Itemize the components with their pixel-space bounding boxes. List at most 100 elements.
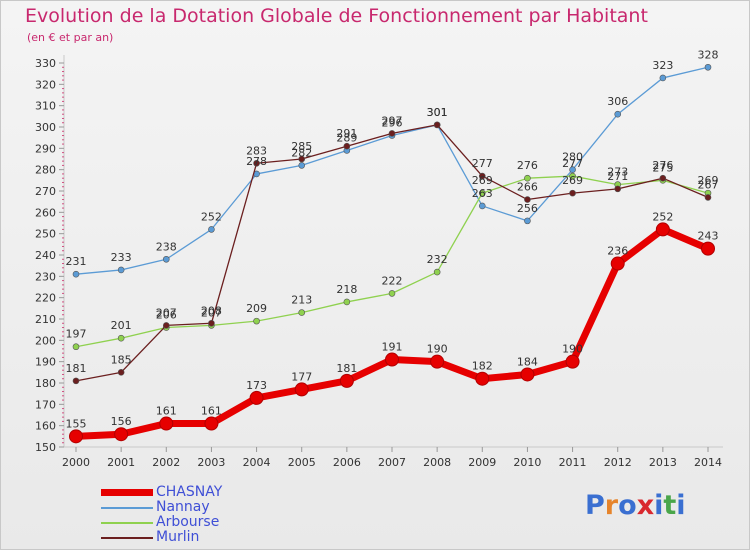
y-tick-label: 180 xyxy=(35,377,56,390)
data-label: 177 xyxy=(291,370,312,383)
data-point xyxy=(72,270,80,278)
data-label: 238 xyxy=(156,240,177,253)
data-point xyxy=(610,256,625,271)
x-tick-label: 2002 xyxy=(152,456,180,469)
data-point xyxy=(388,290,396,297)
x-tick-label: 2006 xyxy=(333,456,361,469)
y-tick-label: 320 xyxy=(35,78,56,91)
y-tick-label: 200 xyxy=(35,334,56,347)
y-tick-label: 240 xyxy=(35,249,56,262)
data-label: 269 xyxy=(472,174,493,187)
data-point xyxy=(208,319,215,327)
data-point xyxy=(475,371,490,386)
data-point xyxy=(343,142,351,150)
data-label: 277 xyxy=(472,157,493,170)
data-label: 206 xyxy=(156,309,177,322)
logo-letter: o xyxy=(618,490,637,521)
data-point xyxy=(520,367,535,382)
data-label: 277 xyxy=(562,157,583,170)
data-label: 280 xyxy=(562,151,583,164)
data-label: 161 xyxy=(156,405,177,418)
x-tick-label: 2007 xyxy=(378,456,406,469)
data-label: 190 xyxy=(427,343,448,356)
data-point xyxy=(385,352,399,367)
data-label: 181 xyxy=(66,362,87,375)
data-point xyxy=(204,416,219,431)
data-label: 276 xyxy=(652,159,673,172)
legend-swatch xyxy=(101,522,153,524)
data-point xyxy=(72,377,80,385)
data-point xyxy=(704,63,712,71)
proxiti-logo: Proxiti xyxy=(585,490,686,521)
x-tick-label: 2009 xyxy=(468,456,496,469)
logo-letter: i xyxy=(654,490,664,521)
data-point xyxy=(253,317,260,325)
data-point xyxy=(524,174,531,182)
legend-label: CHASNAY xyxy=(156,484,223,500)
y-tick-label: 220 xyxy=(35,292,56,305)
x-tick-label: 2005 xyxy=(288,456,316,469)
data-label: 191 xyxy=(382,341,403,354)
data-point xyxy=(298,162,306,169)
data-label: 252 xyxy=(201,210,222,223)
y-tick-label: 250 xyxy=(35,228,56,241)
data-point xyxy=(704,194,712,201)
legend-label: Arbourse xyxy=(156,514,220,530)
x-tick-label: 2008 xyxy=(423,456,451,469)
data-label: 222 xyxy=(382,274,403,287)
data-label: 297 xyxy=(382,114,403,127)
legend-swatch xyxy=(101,537,153,539)
data-label: 269 xyxy=(562,174,583,187)
chart-subtitle: (en € et par an) xyxy=(27,31,114,44)
y-tick-label: 260 xyxy=(35,206,56,219)
data-label: 285 xyxy=(291,140,312,153)
data-point xyxy=(655,222,670,237)
data-label: 256 xyxy=(517,202,538,215)
x-tick-label: 2011 xyxy=(559,456,587,469)
data-point xyxy=(524,217,531,225)
data-label: 278 xyxy=(246,155,267,168)
y-tick-label: 210 xyxy=(35,313,56,326)
data-point xyxy=(614,185,622,193)
data-label: 181 xyxy=(336,362,357,375)
data-label: 275 xyxy=(652,161,673,174)
data-point xyxy=(569,172,576,180)
data-point xyxy=(294,382,309,397)
data-point xyxy=(162,322,170,329)
data-point xyxy=(343,298,351,306)
data-label: 190 xyxy=(562,343,583,356)
data-label: 276 xyxy=(517,159,538,172)
x-tick-label: 2012 xyxy=(604,456,632,469)
data-label: 328 xyxy=(698,48,719,61)
x-tick-label: 2004 xyxy=(243,456,271,469)
y-tick-label: 170 xyxy=(35,398,56,411)
data-label: 323 xyxy=(652,59,673,72)
data-point xyxy=(249,390,264,405)
data-label: 197 xyxy=(66,328,87,341)
logo-letter: x xyxy=(636,490,655,521)
data-label: 207 xyxy=(201,306,222,319)
data-label: 182 xyxy=(472,360,493,373)
data-label: 273 xyxy=(607,166,628,179)
data-label: 155 xyxy=(66,417,87,430)
data-point xyxy=(524,196,531,203)
data-label: 236 xyxy=(607,245,628,258)
data-point xyxy=(117,369,125,376)
logo-letter: i xyxy=(676,490,686,521)
data-label: 156 xyxy=(111,415,132,428)
y-tick-label: 150 xyxy=(35,441,56,454)
legend-swatch xyxy=(101,489,153,496)
data-point xyxy=(478,202,486,210)
data-point xyxy=(162,255,170,263)
data-label: 301 xyxy=(427,106,448,119)
data-point xyxy=(433,268,441,276)
data-point xyxy=(298,155,306,163)
data-point xyxy=(478,172,486,180)
legend-swatch xyxy=(101,507,153,509)
data-point xyxy=(298,309,306,316)
data-point xyxy=(569,166,576,173)
data-point xyxy=(339,373,354,388)
data-label: 283 xyxy=(246,144,267,157)
y-tick-label: 310 xyxy=(35,100,56,113)
